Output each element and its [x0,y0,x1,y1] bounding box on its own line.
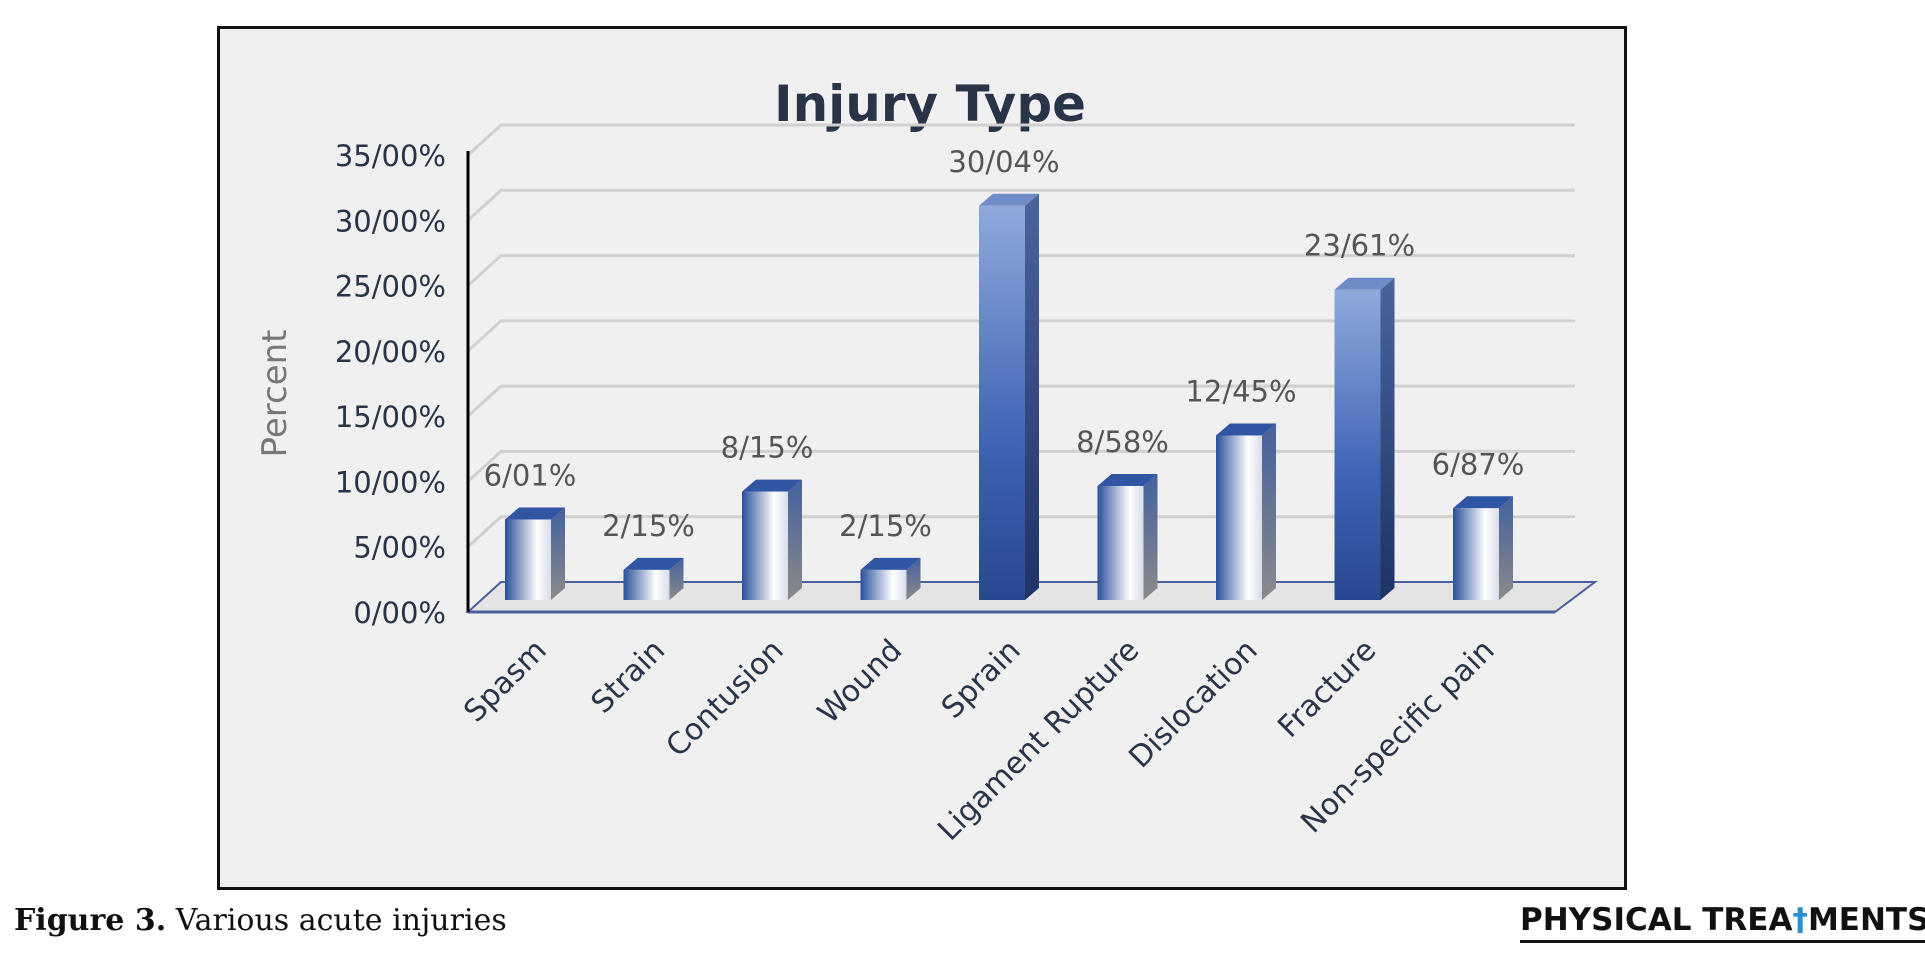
y-tick-label: 10/00% [335,465,446,499]
data-label-6: 12/45% [1185,374,1296,408]
chart-frame: Injury Type Percent 0/00% 5/00% 10/00% 15/00%… [217,26,1627,890]
bar-top-0 [505,507,565,520]
bar-top-3 [860,557,921,570]
y-tick-label: 0/00% [353,596,446,630]
data-label-8: 6/87% [1432,447,1525,481]
y-tick-label: 35/00% [335,139,446,173]
bar-1 [623,569,670,600]
x-tick-label-5: Ligament Rupture [931,633,1146,848]
figure-caption-text: Various acute injuries [175,903,507,938]
bar-7 [1334,289,1381,600]
publisher-logo: PHYSICAL TREA†MENTS [1520,902,1925,943]
x-tick-label-6: Dislocation [1122,633,1264,775]
bar-6 [1216,435,1262,600]
bar-side-7 [1380,277,1395,600]
bar-top-4 [979,193,1039,206]
y-axis-label: Percent [255,330,295,458]
data-label-2: 8/15% [721,431,814,465]
bar-top-6 [1216,423,1276,436]
bar-side-5 [1143,473,1158,600]
logo-text-part2: MENTS [1807,902,1925,938]
bar-0 [505,519,551,600]
data-label-0: 6/01% [484,459,577,493]
bar-top-1 [623,557,684,570]
bar-side-8 [1499,496,1513,600]
data-label-1: 2/15% [602,509,695,543]
bar-5 [1097,485,1144,600]
bar-top-5 [1097,473,1158,486]
y-tick-label: 20/00% [335,335,446,369]
data-label-7: 23/61% [1304,229,1415,263]
y-tick-label: 30/00% [335,204,446,238]
gridline [466,188,1575,222]
y-tick-label: 15/00% [335,400,446,434]
bar-8 [1453,508,1499,600]
bar-side-6 [1262,423,1276,600]
figure-caption-label: Figure 3. [14,903,167,938]
x-tick-label-2: Contusion [660,633,791,764]
x-tick-label-4: Sprain [935,633,1028,726]
gridline [466,123,1575,157]
y-tick-label: 25/00% [335,270,446,304]
x-tick-label-1: Strain [585,633,673,721]
data-label-4: 30/04% [948,145,1059,179]
bar-4 [979,205,1025,600]
x-tick-label-7: Fracture [1271,633,1383,745]
x-tick-label-8: Non-specific pain [1294,633,1501,840]
data-label-3: 2/15% [839,509,932,543]
injury-type-chart: Injury Type Percent 0/00% 5/00% 10/00% 15/00%… [255,74,1598,848]
bar-side-1 [669,557,684,600]
bar-2 [742,491,788,600]
gridline [466,254,1575,287]
x-tick-label-3: Wound [811,633,909,731]
bar-top-2 [742,479,802,492]
logo-glyph: † [1792,902,1808,938]
bar-top-8 [1453,496,1513,509]
y-tick-label: 5/00% [353,531,446,565]
figure-caption: Figure 3. Various acute injuries [14,903,507,938]
bar-side-2 [788,479,802,600]
gridline [466,319,1575,352]
bar-side-0 [551,507,565,600]
x-tick-label-0: Spasm [457,633,553,729]
chart-title: Injury Type [774,75,1086,133]
bar-side-4 [1025,193,1039,600]
bar-3 [860,569,907,600]
bar-top-7 [1334,277,1395,290]
logo-text-part1: PHYSICAL TREA [1520,902,1793,938]
bar-side-3 [906,557,921,600]
gridline [466,384,1575,418]
data-label-5: 8/58% [1076,425,1169,459]
